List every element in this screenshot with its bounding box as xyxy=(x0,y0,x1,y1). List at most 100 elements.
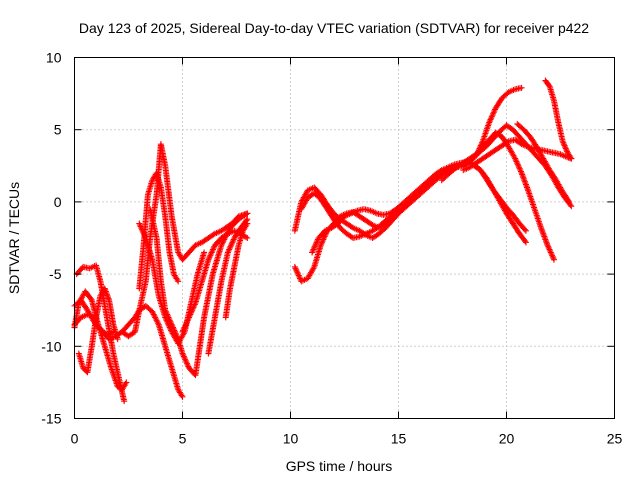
y-axis-label: SDTVAR / TECUs xyxy=(6,182,22,294)
data-point xyxy=(551,256,558,263)
data-point xyxy=(149,308,156,315)
data-point xyxy=(293,268,300,275)
track-20 xyxy=(471,162,529,234)
data-point xyxy=(184,360,191,367)
data-point xyxy=(228,242,235,249)
data-point xyxy=(489,112,496,119)
data-point xyxy=(549,253,556,260)
data-point xyxy=(141,232,148,239)
data-point xyxy=(490,110,497,117)
data-point xyxy=(560,141,567,148)
data-point xyxy=(292,265,299,272)
track-22 xyxy=(542,77,575,162)
data-point xyxy=(549,252,556,259)
data-point xyxy=(294,269,301,276)
data-point xyxy=(180,325,187,332)
x-tick-label: 0 xyxy=(71,431,79,447)
data-point xyxy=(187,311,194,318)
data-point xyxy=(138,226,145,233)
data-point xyxy=(165,321,172,328)
data-point xyxy=(545,243,552,250)
data-point xyxy=(490,109,497,116)
data-point xyxy=(209,246,216,253)
data-point xyxy=(224,249,231,256)
data-point xyxy=(186,312,193,319)
data-point xyxy=(518,84,525,91)
data-point xyxy=(207,252,214,259)
data-point xyxy=(166,324,173,331)
track-15 xyxy=(298,190,402,241)
data-point xyxy=(138,224,145,231)
data-point xyxy=(201,249,208,256)
data-point xyxy=(123,379,130,386)
y-tick-label: 5 xyxy=(54,122,62,138)
data-point xyxy=(167,325,174,332)
track-7 xyxy=(136,170,182,292)
data-point xyxy=(559,138,566,145)
data-point xyxy=(291,263,298,270)
data-point xyxy=(545,245,552,252)
data-point xyxy=(522,227,529,234)
data-point xyxy=(210,245,217,252)
data-point xyxy=(522,239,529,246)
data-point xyxy=(139,227,146,234)
data-point xyxy=(181,354,188,361)
data-point xyxy=(227,243,234,250)
data-point xyxy=(548,250,555,257)
x-axis-label: GPS time / hours xyxy=(286,458,393,474)
y-tick-label: -5 xyxy=(49,266,62,282)
data-point xyxy=(244,220,251,227)
data-point xyxy=(517,167,524,174)
axis-ticks: 0 5 10 15 20 25 -15 -10 -5 0 5 10 xyxy=(41,50,622,447)
data-point xyxy=(226,245,233,252)
data-point xyxy=(162,315,169,322)
data-point xyxy=(183,359,190,366)
track-5 xyxy=(71,297,117,338)
data-point xyxy=(219,240,226,247)
data-point xyxy=(181,324,188,331)
data-point xyxy=(311,245,318,252)
data-point xyxy=(230,237,237,244)
data-point xyxy=(547,249,554,256)
data-point xyxy=(164,320,171,327)
track-19 xyxy=(460,136,575,174)
data-point xyxy=(228,240,235,247)
data-point xyxy=(191,301,198,308)
data-point xyxy=(244,235,251,241)
data-point xyxy=(184,318,191,325)
data-point xyxy=(311,243,318,250)
data-point xyxy=(488,113,495,120)
data-point xyxy=(293,266,300,273)
data-point xyxy=(182,321,189,328)
data-point xyxy=(166,323,173,330)
x-tick-label: 15 xyxy=(391,431,407,447)
data-point xyxy=(189,307,196,314)
data-point xyxy=(182,356,189,363)
data-point xyxy=(512,155,519,162)
data-point xyxy=(184,317,191,324)
data-marks xyxy=(71,77,575,405)
data-point xyxy=(312,240,319,247)
data-point xyxy=(565,197,572,204)
data-point xyxy=(164,318,171,325)
data-point xyxy=(310,246,317,253)
data-point xyxy=(206,253,213,260)
data-point xyxy=(242,211,249,218)
x-tick-label: 20 xyxy=(499,431,515,447)
data-point xyxy=(206,255,213,262)
data-point xyxy=(517,168,524,175)
data-point xyxy=(486,118,493,125)
y-tick-label: 10 xyxy=(46,50,62,66)
data-point xyxy=(309,247,316,254)
data-point xyxy=(317,242,324,249)
x-tick-label: 10 xyxy=(283,431,299,447)
data-point xyxy=(567,154,574,161)
data-point xyxy=(182,357,189,364)
data-point xyxy=(229,239,236,246)
data-point xyxy=(561,142,568,149)
data-point xyxy=(295,271,302,278)
data-point xyxy=(295,272,302,279)
data-point xyxy=(562,145,569,152)
data-point xyxy=(180,327,187,334)
